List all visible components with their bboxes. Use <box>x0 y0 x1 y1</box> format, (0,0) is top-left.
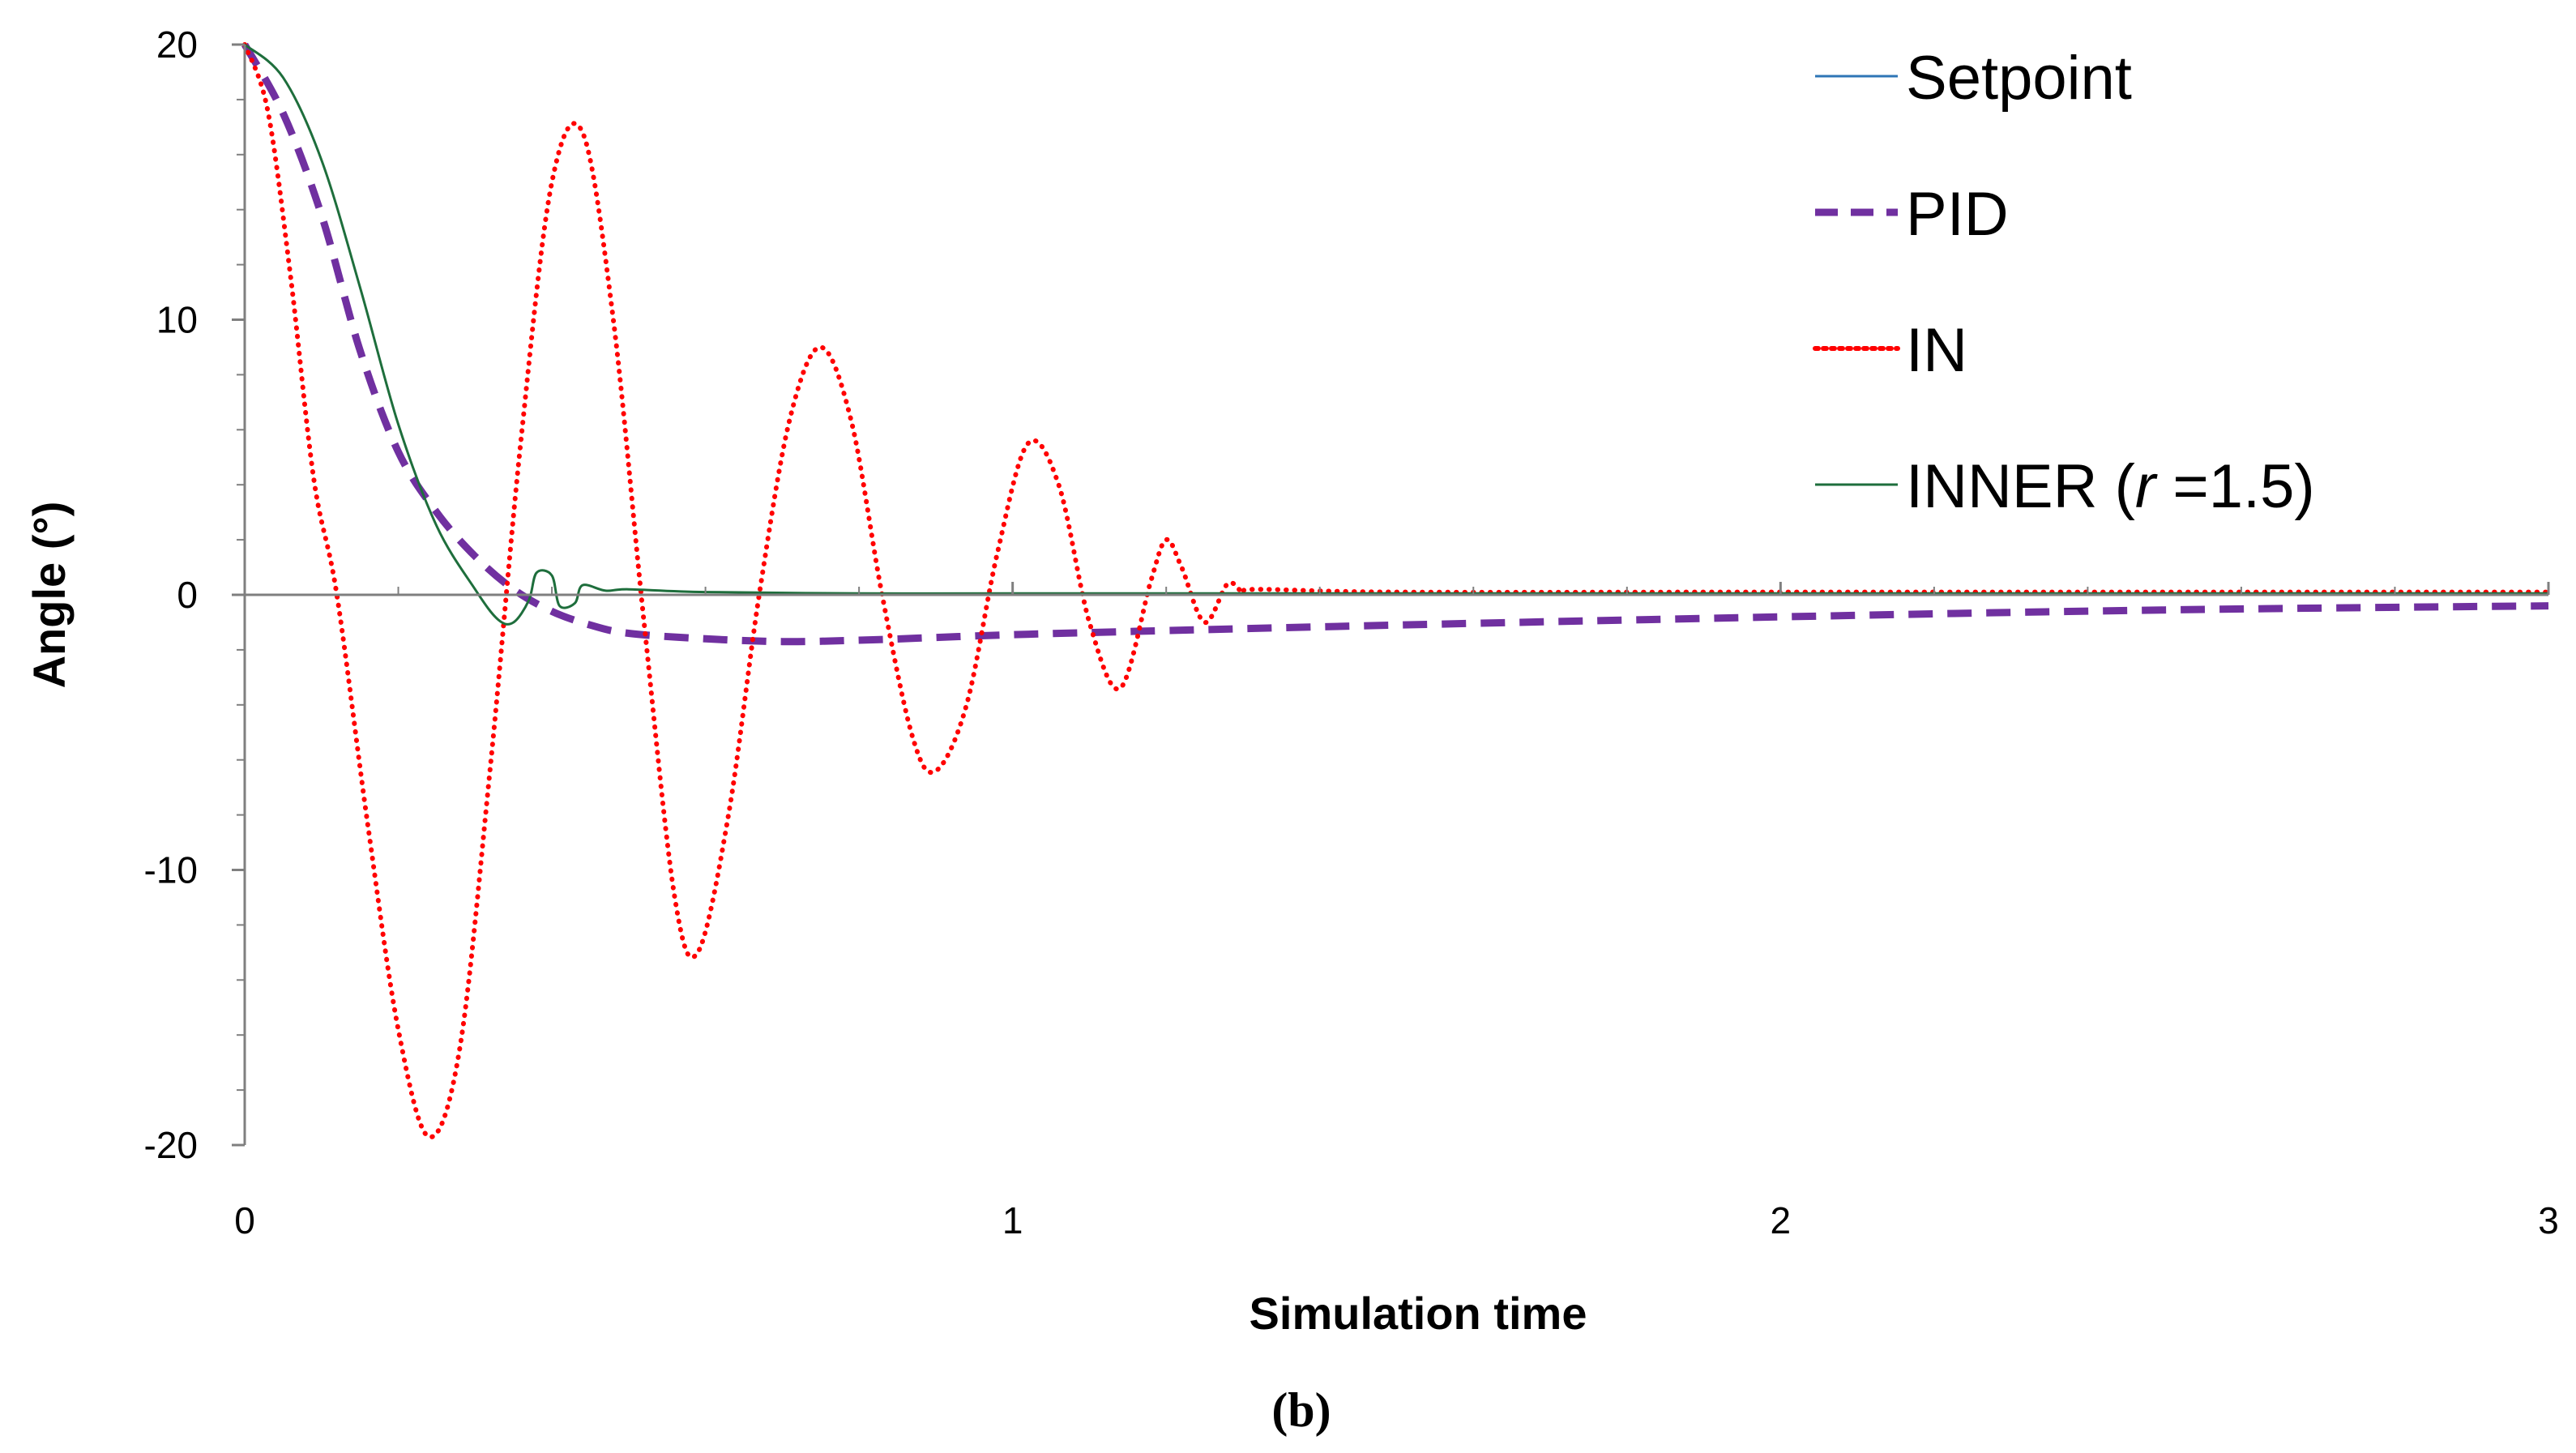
y-tick-label: 10 <box>156 299 198 341</box>
axes-layer <box>243 45 2548 1145</box>
legend-pid-label: PID <box>1906 180 2009 249</box>
legend-inner-label: INNER (r =1.5) <box>1906 452 2315 521</box>
y-tick-label: 0 <box>177 574 198 616</box>
ticks-layer: 20 10 0 -10 -20 0 1 2 3 <box>144 24 2559 1241</box>
pid-line <box>241 42 2549 646</box>
legend-inner-prefix: INNER ( <box>1906 452 2135 521</box>
inner-line <box>244 43 2548 626</box>
series-layer <box>241 42 2551 1139</box>
in-line <box>242 42 2551 1139</box>
legend-inner-suffix: =1.5) <box>2155 452 2314 521</box>
y-axis-title: Angle (°) <box>23 502 75 689</box>
figure-caption: (b) <box>1271 1383 1331 1437</box>
legend-setpoint-label: Setpoint <box>1906 44 2132 113</box>
x-tick-label: 2 <box>1771 1199 1792 1241</box>
y-tick-label: -20 <box>144 1124 198 1166</box>
legend-in-label: IN <box>1906 316 1967 385</box>
x-tick-label: 3 <box>2538 1199 2559 1241</box>
x-tick-label: 0 <box>234 1199 255 1241</box>
y-tick-label: -10 <box>144 849 198 891</box>
x-tick-label: 1 <box>1002 1199 1023 1241</box>
legend: Setpoint PID IN INNER (r =1.5) <box>1813 44 2315 521</box>
x-axis-title: Simulation time <box>1250 1288 1587 1339</box>
legend-inner-var: r <box>2135 452 2158 521</box>
y-tick-label: 20 <box>156 24 198 66</box>
